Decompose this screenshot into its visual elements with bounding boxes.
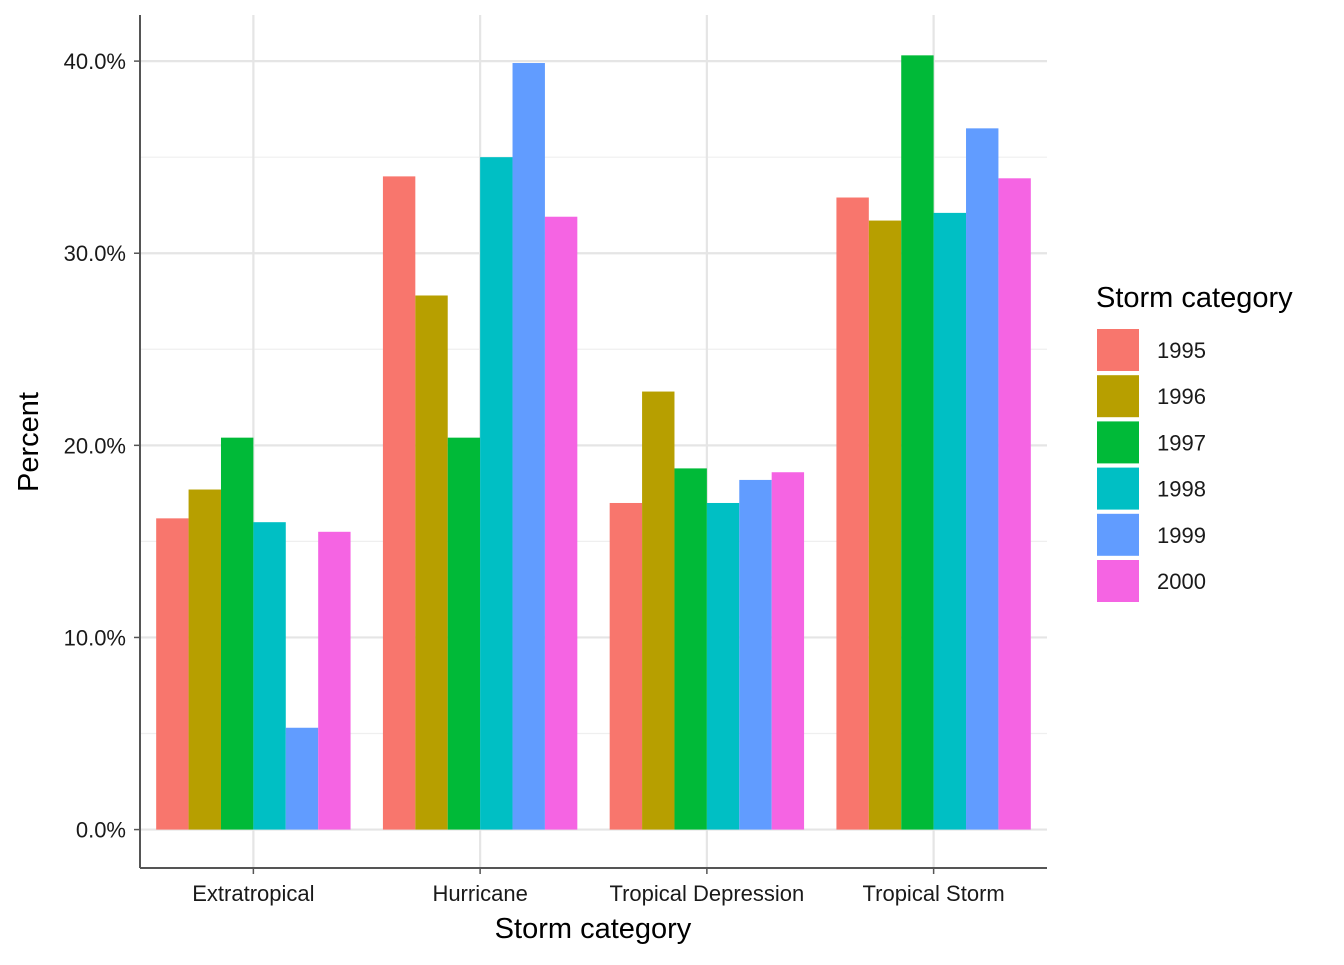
x-tick-label: Extratropical xyxy=(192,881,314,906)
axes xyxy=(139,15,1047,869)
legend-label-1997: 1997 xyxy=(1157,430,1206,455)
x-tick-label: Tropical Storm xyxy=(863,881,1005,906)
legend-key-1995 xyxy=(1097,329,1139,371)
y-tick-labels: 0.0% 10.0% 20.0% 30.0% 40.0% xyxy=(64,49,140,843)
y-tick-label: 40.0% xyxy=(64,49,126,74)
bar-hurricane-1996 xyxy=(415,295,448,830)
bar-tropical-depression-1995 xyxy=(609,502,643,830)
bar-tropical-storm-1999 xyxy=(966,128,999,830)
bar-extratropical-1998 xyxy=(253,522,286,830)
legend-label-1998: 1998 xyxy=(1157,477,1206,502)
legend-key-1998 xyxy=(1097,467,1139,510)
x-tick-label: Hurricane xyxy=(432,881,527,906)
x-tick-labels: Extratropical Hurricane Tropical Depressio… xyxy=(192,868,1005,906)
bar-hurricane-1999 xyxy=(512,63,545,830)
bars xyxy=(156,55,1031,830)
bar-extratropical-1997 xyxy=(220,437,254,830)
bar-tropical-depression-1997 xyxy=(674,468,707,830)
bar-tropical-depression-1998 xyxy=(706,502,740,830)
bar-extratropical-1999 xyxy=(285,727,319,830)
x-tick-label: Tropical Depression xyxy=(609,881,804,906)
legend-label-1996: 1996 xyxy=(1157,384,1206,409)
bar-extratropical-2000 xyxy=(318,531,351,830)
legend-key-1999 xyxy=(1097,513,1139,556)
bar-hurricane-1997 xyxy=(447,437,481,830)
bar-tropical-storm-1998 xyxy=(933,212,967,830)
bar-hurricane-2000 xyxy=(544,216,578,830)
legend-key-1997 xyxy=(1097,421,1139,464)
legend-label-1995: 1995 xyxy=(1157,338,1206,363)
bar-tropical-depression-1996 xyxy=(642,391,675,830)
bar-tropical-storm-1995 xyxy=(836,197,869,830)
y-tick-label: 10.0% xyxy=(64,625,126,650)
x-axis-title: Storm category xyxy=(495,913,692,945)
bar-hurricane-1998 xyxy=(480,157,513,830)
y-tick-label: 20.0% xyxy=(64,433,126,458)
bar-tropical-storm-1997 xyxy=(901,55,934,830)
legend-key-1996 xyxy=(1097,375,1139,418)
bar-extratropical-1995 xyxy=(156,518,189,830)
bar-tropical-depression-1999 xyxy=(739,479,772,830)
legend-key-2000 xyxy=(1097,560,1139,602)
bar-tropical-storm-1996 xyxy=(868,220,902,830)
y-tick-label: 30.0% xyxy=(64,241,126,266)
bar-hurricane-1995 xyxy=(382,176,416,830)
y-axis-title: Percent xyxy=(13,392,45,492)
legend: Storm category 1995 1996 1997 1998 1999 2000 xyxy=(1096,282,1293,602)
legend-title: Storm category xyxy=(1096,282,1293,314)
bar-extratropical-1996 xyxy=(188,489,221,830)
bar-tropical-storm-2000 xyxy=(998,178,1031,830)
bar-tropical-depression-2000 xyxy=(771,472,805,830)
y-tick-label: 0.0% xyxy=(76,818,126,843)
legend-label-1999: 1999 xyxy=(1157,523,1206,548)
legend-label-2000: 2000 xyxy=(1157,569,1206,594)
